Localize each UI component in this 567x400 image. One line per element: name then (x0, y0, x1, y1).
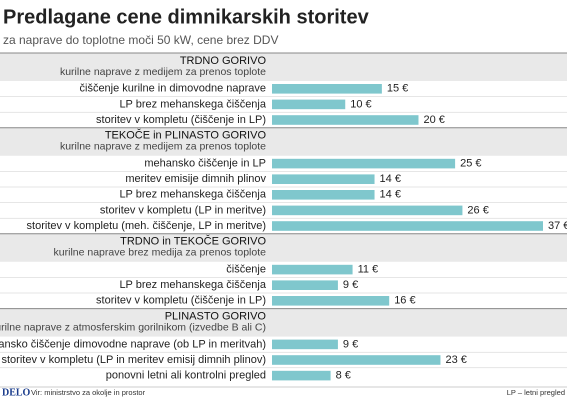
chart-title: Predlagane cene dimnikarskih storitev (3, 6, 370, 28)
row-label: storitev v kompletu (čiščenje in LP) (96, 295, 266, 307)
group-subtitle: kurilne naprave z medijem za prenos topl… (60, 141, 266, 153)
value-label: 25 € (460, 158, 481, 170)
bar (272, 264, 353, 275)
value-label: 8 € (336, 370, 351, 382)
row-label: čiščenje (226, 264, 266, 276)
value-label: 14 € (380, 173, 401, 185)
value-label: 20 € (423, 114, 444, 126)
group-title: PLINASTO GORIVO (165, 311, 267, 323)
group-subtitle: kurilne naprave z medijem za prenos topl… (60, 66, 266, 78)
bar (272, 205, 463, 216)
bar (272, 84, 382, 94)
bar (272, 190, 375, 200)
value-label: 23 € (445, 354, 466, 366)
bar (272, 296, 390, 306)
value-label: 11 € (358, 264, 379, 276)
value-label: 9 € (343, 279, 358, 291)
value-label: 26 € (467, 204, 488, 216)
bar (272, 339, 338, 350)
row-label: mehansko čiščenje dimovodne naprave (ob … (0, 338, 266, 350)
row-label: ponovni letni ali kontrolni pregled (106, 370, 266, 382)
row-label: mehansko čiščenje in LP (144, 158, 266, 170)
group-header-bg (0, 233, 567, 262)
row-label: čiščenje kurilne in dimovodne naprave (80, 83, 267, 95)
source: Vir: ministrstvo za okolje in prostor (31, 388, 146, 397)
row-label: storitev v kompletu (LP in meritve) (100, 204, 266, 216)
value-label: 10 € (350, 98, 371, 110)
group-title: TEKOČE in PLINASTO GORIVO (105, 129, 267, 142)
group-subtitle: kurilne naprave brez medija za prenos to… (54, 247, 267, 259)
group-header-bg (0, 308, 567, 337)
bar (272, 280, 338, 290)
group-subtitle: kurilne naprave z atmosferskim gorilniko… (0, 321, 266, 333)
bar (272, 99, 346, 110)
row-label: LP brez mehanskega čiščenja (119, 189, 266, 201)
row-label: meritev emisije dimnih plinov (125, 173, 266, 185)
row-label: LP brez mehanskega čiščenja (119, 98, 266, 110)
group-header-bg (0, 53, 567, 81)
value-label: 15 € (387, 83, 408, 95)
group-title: TRDNO GORIVO (180, 55, 267, 67)
value-label: 37 € (548, 220, 567, 232)
row-label: LP brez mehanskega čiščenja (119, 279, 266, 291)
row-label: storitev v kompletu (LP in meritev emisi… (2, 354, 267, 366)
row-label: storitev v kompletu (meh. čiščenje, LP i… (27, 220, 266, 232)
bar (272, 115, 419, 125)
bar (272, 221, 543, 231)
chart-subtitle: za naprave do toplotne moči 50 kW, cene … (3, 33, 278, 47)
group-header-bg (0, 127, 567, 156)
value-label: 16 € (394, 295, 415, 307)
note: LP – letni pregled (507, 388, 565, 397)
group-title: TRDNO in TEKOČE GORIVO (120, 235, 266, 248)
bar (272, 370, 331, 381)
logo: DELO (2, 387, 31, 398)
value-label: 14 € (380, 189, 401, 201)
bar (272, 174, 375, 184)
bar (272, 355, 441, 365)
value-label: 9 € (343, 338, 358, 350)
row-label: storitev v kompletu (čiščenje in LP) (96, 114, 266, 126)
bar (272, 158, 456, 169)
